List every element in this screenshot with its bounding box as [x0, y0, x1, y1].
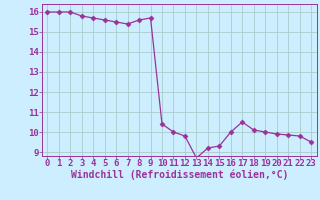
X-axis label: Windchill (Refroidissement éolien,°C): Windchill (Refroidissement éolien,°C): [70, 169, 288, 180]
